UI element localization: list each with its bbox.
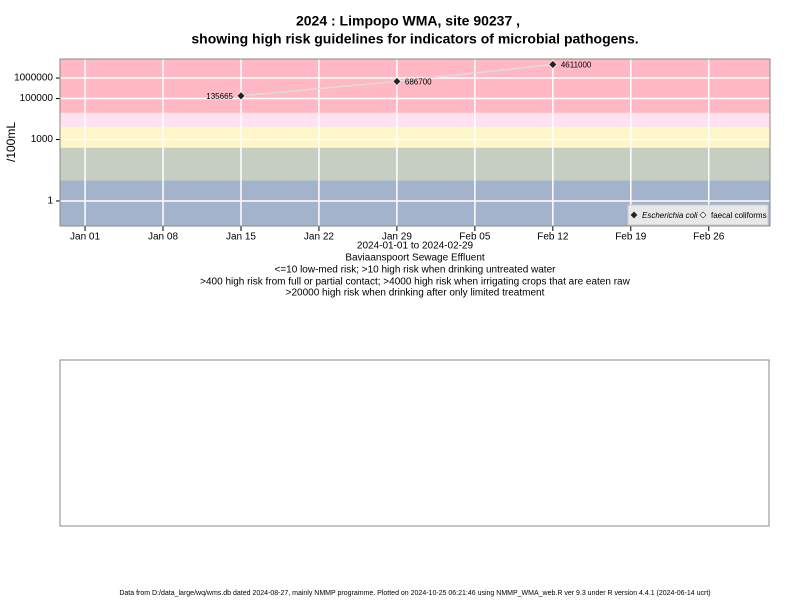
y-axis-label: /100mL: [4, 122, 18, 162]
empty-panel: [59, 359, 770, 527]
x-tick-label: Jan 15: [226, 232, 256, 243]
x-tick-label: Jan 22: [304, 232, 334, 243]
chart-title: showing high risk guidelines for indicat…: [191, 31, 638, 47]
risk-band: [60, 112, 770, 128]
x-axis-label: 2024-01-01 to 2024-02-29: [357, 241, 474, 252]
legend-marker: [699, 211, 707, 219]
note: >400 high risk from full or partial cont…: [200, 277, 630, 288]
y-tick-label: 1: [47, 196, 53, 207]
x-axis-label: Baviaanspoort Sewage Effluent: [345, 253, 485, 264]
x-tick-label: Feb 26: [693, 232, 725, 243]
note: >20000 high risk when drinking after onl…: [286, 288, 545, 299]
data-point: [548, 60, 558, 69]
chart-title: 2024 : Limpopo WMA, site 90237 ,: [296, 13, 520, 29]
x-tick-label: Feb 05: [459, 232, 491, 243]
note: <=10 low-med risk; >10 high risk when dr…: [275, 265, 557, 276]
legend-marker: [630, 211, 638, 219]
risk-band: [60, 147, 770, 181]
plot-frame: [59, 58, 771, 227]
risk-band: [60, 59, 770, 113]
x-tick-label: Feb 19: [615, 232, 647, 243]
data-label: 135665: [206, 92, 233, 101]
legend-label: faecal coliforms: [711, 211, 767, 220]
legend-label: Escherichia coli: [642, 211, 698, 220]
data-point: [236, 91, 246, 101]
data-label: 4611000: [561, 61, 592, 70]
legend-box: [627, 204, 769, 226]
footer: Data from D:/data_large/wq/wms.db dated …: [119, 590, 710, 597]
y-tick-label: 1000: [31, 134, 54, 145]
risk-band: [60, 127, 770, 148]
x-tick-label: Jan 01: [70, 232, 100, 243]
data-point: [392, 76, 402, 86]
x-tick-label: Jan 29: [382, 232, 412, 243]
y-tick-label: 1000000: [14, 73, 53, 84]
x-tick-label: Feb 12: [537, 232, 569, 243]
y-tick-label: 100000: [20, 93, 54, 104]
data-label: 686700: [405, 77, 432, 86]
x-tick-label: Jan 08: [148, 232, 178, 243]
